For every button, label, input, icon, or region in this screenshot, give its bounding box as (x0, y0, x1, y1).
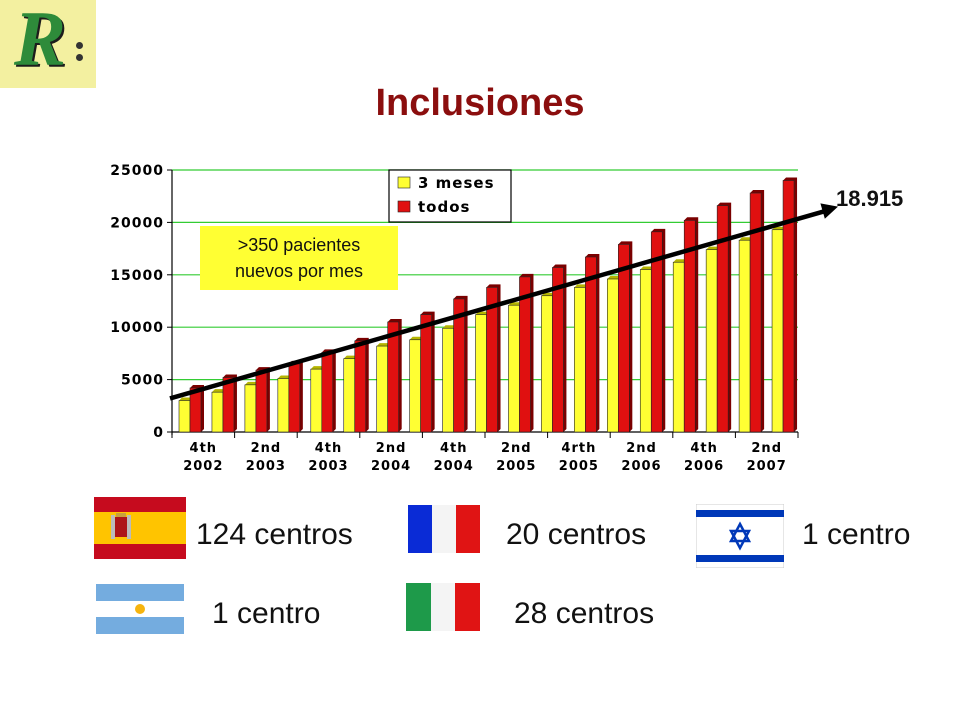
bar-3-meses (639, 269, 652, 433)
bar-3-meses (376, 345, 388, 433)
callout-line-2: nuevos por mes (234, 261, 364, 281)
bar-todos (552, 267, 564, 433)
x-tick-label: 2007 (747, 459, 787, 474)
logo-r-letter: R (14, 0, 67, 82)
bar-3-meses (310, 368, 323, 433)
legend: 3 meses todos (388, 169, 512, 223)
x-tick-label: 4rth (561, 441, 596, 456)
y-tick-label: 5000 (121, 373, 164, 389)
bar-todos (519, 276, 531, 433)
bar-todos (354, 340, 367, 433)
callout-box: >350 pacientes nuevos por mes (200, 226, 398, 290)
bar-todos (749, 192, 762, 433)
trend-arrowhead (820, 203, 838, 219)
bar-chart: 0 5000 10000 15000 20000 25000 4th 2002 2nd 2003 4… (110, 163, 838, 474)
bar-3-meses (277, 378, 290, 433)
logo: R (0, 0, 96, 88)
bar-todos (420, 314, 432, 433)
bar-3-meses (508, 304, 520, 433)
bar-3-meses (178, 400, 191, 433)
bar-todos (585, 256, 597, 433)
italy-flag (406, 583, 480, 631)
bar-3-meses (409, 339, 421, 433)
bar-3-meses (343, 358, 356, 433)
x-tick-label: 2nd (626, 441, 657, 456)
x-tick-label: 2005 (496, 459, 536, 474)
x-tick-label: 2nd (251, 441, 282, 456)
bar-todos (222, 377, 235, 433)
bar-3-meses (672, 261, 685, 433)
y-tick-label: 25000 (110, 163, 164, 179)
argentina-centers-label: 1 centro (212, 597, 321, 630)
bar-todos (782, 180, 795, 433)
legend-swatch (397, 176, 411, 189)
x-tick-label: 2006 (621, 459, 661, 474)
bar-3-meses (475, 314, 487, 433)
legend-label: todos (418, 198, 470, 216)
x-tick-label: 4th (440, 441, 468, 456)
total-label: 18.915 (836, 186, 904, 211)
trend-line (169, 207, 831, 401)
bar-todos (716, 205, 729, 433)
x-tick-label: 2nd (751, 441, 782, 456)
page-title: Inclusiones (375, 82, 585, 124)
france-flag (408, 505, 480, 553)
x-tick-label: 2nd (501, 441, 532, 456)
bar-3-meses (211, 391, 224, 433)
france-centers-label: 20 centros (506, 518, 647, 551)
bar-todos (321, 352, 334, 433)
bar-todos (288, 363, 301, 433)
x-tick-label: 2003 (308, 459, 348, 474)
bar-3-meses (738, 239, 751, 433)
x-tick-label: 2nd (376, 441, 407, 456)
legend-label: 3 meses (418, 174, 495, 192)
italy-centers-label: 28 centros (514, 597, 655, 630)
bar-3-meses (442, 327, 454, 433)
legend-swatch (397, 200, 411, 213)
x-tick-label: 4th (190, 441, 218, 456)
x-tick-label: 2004 (434, 459, 474, 474)
bar-todos (255, 369, 268, 433)
bar-todos (650, 231, 663, 433)
x-tick-label: 4th (690, 441, 718, 456)
logo-dots (76, 42, 83, 66)
bar-todos (189, 387, 202, 433)
bar-3-meses (541, 295, 553, 433)
israel-flag (696, 504, 784, 568)
callout-line-1: >350 pacientes (237, 235, 361, 255)
argentina-flag (96, 584, 184, 634)
bar-3-meses (771, 229, 784, 433)
x-tick-label: 2006 (684, 459, 724, 474)
bar-3-meses (705, 249, 718, 433)
bar-todos (683, 220, 696, 433)
bar-todos (387, 321, 399, 433)
bar-3-meses (244, 384, 257, 433)
x-tick-label: 2004 (371, 459, 411, 474)
spain-flag (94, 497, 186, 559)
x-tick-label: 2005 (559, 459, 599, 474)
y-tick-label: 10000 (110, 320, 164, 336)
bar-3-meses (607, 278, 619, 433)
y-tick-label: 0 (153, 425, 164, 441)
bar-3-meses (574, 287, 586, 433)
bar-todos (453, 298, 465, 433)
spain-centers-label: 124 centros (196, 518, 353, 551)
y-tick-label: 15000 (110, 268, 164, 284)
y-tick-label: 20000 (110, 215, 164, 231)
x-tick-label: 4th (315, 441, 343, 456)
bar-todos (486, 287, 498, 433)
x-tick-label: 2002 (183, 459, 223, 474)
bar-todos (618, 244, 630, 433)
x-tick-label: 2003 (246, 459, 286, 474)
israel-centers-label: 1 centro (802, 518, 911, 551)
